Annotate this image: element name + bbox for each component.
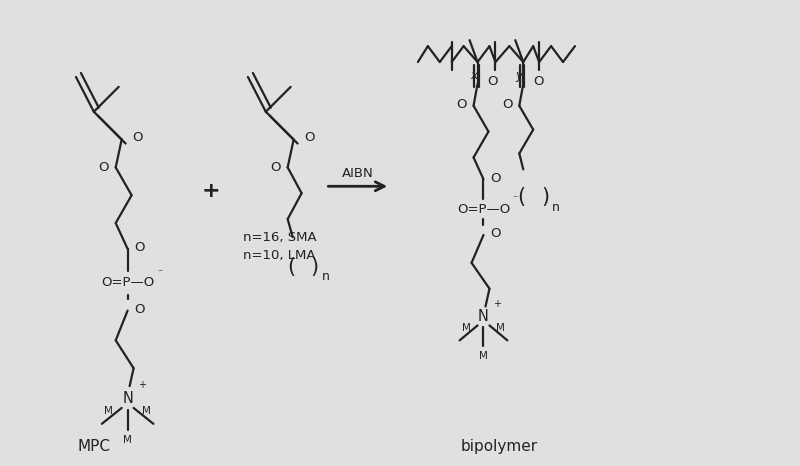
Text: (: (: [287, 257, 296, 277]
Text: O: O: [134, 241, 145, 254]
Text: M: M: [123, 435, 132, 445]
Text: O: O: [98, 161, 109, 174]
Text: y: y: [515, 69, 523, 82]
Text: M: M: [462, 323, 471, 334]
Text: +: +: [202, 181, 221, 201]
Text: M: M: [142, 406, 151, 416]
Text: N: N: [478, 309, 489, 324]
Text: O: O: [134, 303, 145, 316]
Text: n: n: [322, 270, 330, 283]
Text: MPC: MPC: [78, 439, 110, 454]
Text: O: O: [502, 98, 513, 111]
Text: O: O: [533, 75, 543, 89]
Text: M: M: [479, 351, 488, 361]
Text: AIBN: AIBN: [342, 167, 374, 180]
Text: O=P—O: O=P—O: [101, 276, 154, 289]
Text: M: M: [104, 406, 113, 416]
Text: O: O: [487, 75, 498, 89]
Text: n=10, LMA: n=10, LMA: [243, 249, 315, 262]
Text: (: (: [518, 187, 526, 207]
Text: bipolymer: bipolymer: [461, 439, 538, 454]
Text: O: O: [490, 227, 501, 240]
Text: M: M: [496, 323, 505, 334]
Text: ): ): [541, 187, 549, 207]
Text: n=16, SMA: n=16, SMA: [243, 232, 317, 245]
Text: O: O: [270, 161, 281, 174]
Text: O: O: [456, 98, 467, 111]
Text: ⁻: ⁻: [513, 194, 518, 204]
Text: n: n: [552, 201, 560, 213]
Text: O: O: [132, 131, 143, 144]
Text: +: +: [138, 380, 146, 390]
Text: ⁻: ⁻: [157, 268, 162, 278]
Text: O: O: [304, 131, 314, 144]
Text: x: x: [470, 69, 478, 82]
Text: +: +: [494, 299, 502, 308]
Text: O: O: [490, 172, 501, 185]
Text: ): ): [310, 257, 318, 277]
Text: O=P—O: O=P—O: [457, 203, 510, 216]
Text: N: N: [122, 391, 133, 405]
